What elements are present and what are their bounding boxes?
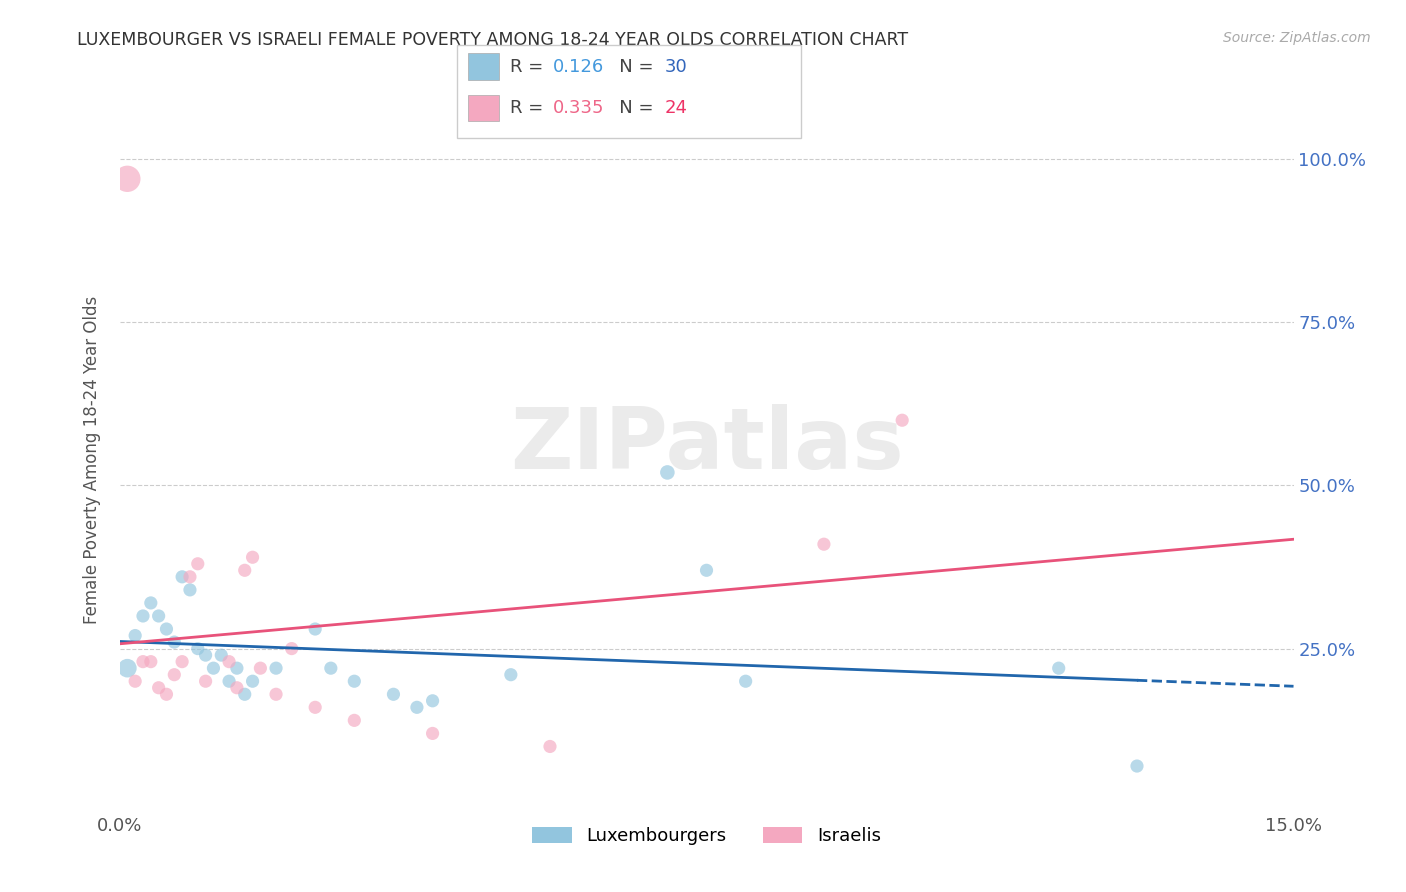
Point xyxy=(696,563,718,577)
Point xyxy=(194,674,217,689)
Point xyxy=(148,609,170,624)
Point xyxy=(657,466,679,480)
Point xyxy=(117,171,139,186)
Text: 0.335: 0.335 xyxy=(553,99,605,117)
Point xyxy=(233,563,256,577)
Point xyxy=(406,700,429,714)
Point xyxy=(209,648,232,662)
Text: R =: R = xyxy=(510,58,550,76)
Point xyxy=(343,674,366,689)
Point xyxy=(187,557,209,571)
Point xyxy=(734,674,756,689)
Point xyxy=(179,582,201,597)
Point xyxy=(891,413,914,427)
Point xyxy=(148,681,170,695)
Point xyxy=(155,687,177,701)
Point xyxy=(202,661,225,675)
Point xyxy=(187,641,209,656)
Point xyxy=(304,700,326,714)
Point xyxy=(179,570,201,584)
Point xyxy=(538,739,561,754)
Point xyxy=(233,687,256,701)
Text: 0.126: 0.126 xyxy=(553,58,603,76)
Point xyxy=(163,667,186,681)
Point xyxy=(499,667,522,681)
Text: 24: 24 xyxy=(665,99,688,117)
Text: Source: ZipAtlas.com: Source: ZipAtlas.com xyxy=(1223,31,1371,45)
Point xyxy=(163,635,186,649)
Point xyxy=(813,537,835,551)
Point xyxy=(422,726,444,740)
Point xyxy=(422,694,444,708)
Point xyxy=(132,609,155,624)
Point xyxy=(242,550,264,565)
Point xyxy=(264,687,287,701)
Point xyxy=(242,674,264,689)
Text: N =: N = xyxy=(602,99,659,117)
Point xyxy=(218,655,240,669)
Point xyxy=(155,622,177,636)
Point xyxy=(218,674,240,689)
Text: LUXEMBOURGER VS ISRAELI FEMALE POVERTY AMONG 18-24 YEAR OLDS CORRELATION CHART: LUXEMBOURGER VS ISRAELI FEMALE POVERTY A… xyxy=(77,31,908,49)
Point xyxy=(319,661,342,675)
Point xyxy=(124,674,146,689)
Text: 30: 30 xyxy=(665,58,688,76)
Text: N =: N = xyxy=(602,58,659,76)
Point xyxy=(139,655,162,669)
Point xyxy=(304,622,326,636)
Point xyxy=(382,687,405,701)
Point xyxy=(225,661,249,675)
Point xyxy=(139,596,162,610)
Point xyxy=(1047,661,1070,675)
Y-axis label: Female Poverty Among 18-24 Year Olds: Female Poverty Among 18-24 Year Olds xyxy=(83,295,101,624)
Point xyxy=(280,641,302,656)
Point xyxy=(1126,759,1149,773)
Text: R =: R = xyxy=(510,99,550,117)
Point xyxy=(172,570,194,584)
Point xyxy=(132,655,155,669)
Point xyxy=(172,655,194,669)
Point xyxy=(124,629,146,643)
Point xyxy=(264,661,287,675)
Point xyxy=(249,661,271,675)
Legend: Luxembourgers, Israelis: Luxembourgers, Israelis xyxy=(524,820,889,852)
Point xyxy=(194,648,217,662)
Point xyxy=(117,661,139,675)
Text: ZIPatlas: ZIPatlas xyxy=(509,404,904,487)
Point xyxy=(343,714,366,728)
Point xyxy=(225,681,249,695)
